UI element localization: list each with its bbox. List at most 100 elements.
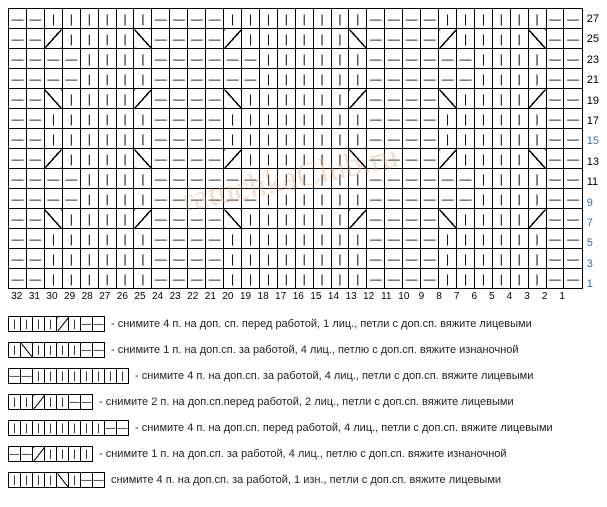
chart-cell: — [367, 189, 385, 209]
chart-cell: — [152, 149, 170, 169]
chart-cell: | [44, 109, 62, 129]
chart-cell: | [116, 209, 134, 229]
chart-cell: | [349, 169, 367, 189]
chart-cell: — [564, 149, 582, 169]
chart-cell: — [9, 169, 27, 189]
chart-cell: | [277, 109, 295, 129]
chart-cell: | [349, 109, 367, 129]
chart-cell: | [62, 149, 80, 169]
chart-cell: | [331, 269, 349, 289]
chart-cell: — [152, 269, 170, 289]
chart-cell: — [9, 69, 27, 89]
chart-cell: | [260, 209, 278, 229]
chart-cell [224, 149, 242, 169]
chart-cell: | [528, 229, 546, 249]
chart-cell: | [492, 129, 510, 149]
chart-cell [528, 29, 546, 49]
chart-cell: — [421, 49, 439, 69]
chart-cell: — [188, 109, 206, 129]
chart-cell: — [152, 109, 170, 129]
chart-cell: — [421, 89, 439, 109]
chart-cell: — [170, 209, 188, 229]
chart-cell: | [331, 129, 349, 149]
row-label: 19 [587, 91, 599, 111]
legend-row: ||||——- снимите 2 п. на доп.сп.перед раб… [8, 394, 599, 410]
chart-cell [44, 209, 62, 229]
chart-cell: — [188, 49, 206, 69]
chart-cell: | [62, 229, 80, 249]
legend-symbol: ||||—— [8, 394, 93, 410]
chart-cell: | [224, 249, 242, 269]
col-label: 13 [342, 291, 360, 302]
chart-cell: — [457, 189, 475, 209]
chart-cell: — [26, 89, 44, 109]
chart-cell: — [188, 229, 206, 249]
chart-cell: | [116, 189, 134, 209]
chart-cell: | [80, 109, 98, 129]
chart-cell: | [295, 189, 313, 209]
chart-cell: | [475, 9, 493, 29]
chart-cell: | [528, 49, 546, 69]
chart-cell: | [439, 249, 457, 269]
chart-cell: | [134, 49, 152, 69]
chart-cell: | [295, 149, 313, 169]
col-label: 5 [483, 291, 501, 302]
chart-cell [349, 209, 367, 229]
chart-cell: — [26, 29, 44, 49]
chart-cell: | [134, 229, 152, 249]
chart-cell: | [98, 149, 116, 169]
chart-cell: — [152, 49, 170, 69]
chart-cell: | [475, 149, 493, 169]
chart-cell: | [528, 169, 546, 189]
chart-cell: | [80, 69, 98, 89]
row-label: 13 [587, 152, 599, 172]
chart-cell: | [80, 49, 98, 69]
chart-cell: — [385, 249, 403, 269]
col-label: 24 [149, 291, 167, 302]
chart-cell: — [564, 269, 582, 289]
chart-cell: — [564, 189, 582, 209]
chart-cell: — [421, 69, 439, 89]
chart-cell: — [188, 89, 206, 109]
chart-cell: — [62, 69, 80, 89]
chart-cell: | [528, 9, 546, 29]
chart-cell: — [152, 29, 170, 49]
chart-cell: | [457, 149, 475, 169]
legend-row: |||||——снимите 4 п. на доп.сп. за работо… [8, 472, 599, 488]
chart-cell: | [116, 69, 134, 89]
col-label: 14 [325, 291, 343, 302]
chart-cell: | [313, 109, 331, 129]
chart-cell: — [9, 249, 27, 269]
chart-cell: | [242, 249, 260, 269]
chart-cell: | [475, 89, 493, 109]
col-label: 2 [536, 291, 554, 302]
chart-cell: | [242, 89, 260, 109]
chart-cell: — [206, 89, 224, 109]
col-label: 29 [61, 291, 79, 302]
col-label: 8 [430, 291, 448, 302]
chart-cell: — [403, 9, 421, 29]
chart-cell: | [313, 269, 331, 289]
chart-cell: | [62, 89, 80, 109]
chart-cell: — [206, 269, 224, 289]
chart-cell: — [385, 109, 403, 129]
chart-cell: | [134, 249, 152, 269]
chart-cell: | [457, 109, 475, 129]
chart-cell: — [403, 249, 421, 269]
chart-cell: — [242, 169, 260, 189]
chart-cell: | [313, 69, 331, 89]
chart-cell: | [260, 49, 278, 69]
chart-cell: — [170, 9, 188, 29]
chart-cell: — [188, 129, 206, 149]
chart-cell: | [260, 9, 278, 29]
chart-cell: — [206, 229, 224, 249]
chart-cell: | [116, 169, 134, 189]
row-label: 7 [587, 213, 599, 233]
chart-cell: — [546, 89, 564, 109]
chart-cell: — [9, 149, 27, 169]
chart-cell: | [457, 229, 475, 249]
chart-cell: — [188, 269, 206, 289]
chart-cell: | [492, 149, 510, 169]
chart-cell: — [9, 129, 27, 149]
chart-cell: — [421, 209, 439, 229]
